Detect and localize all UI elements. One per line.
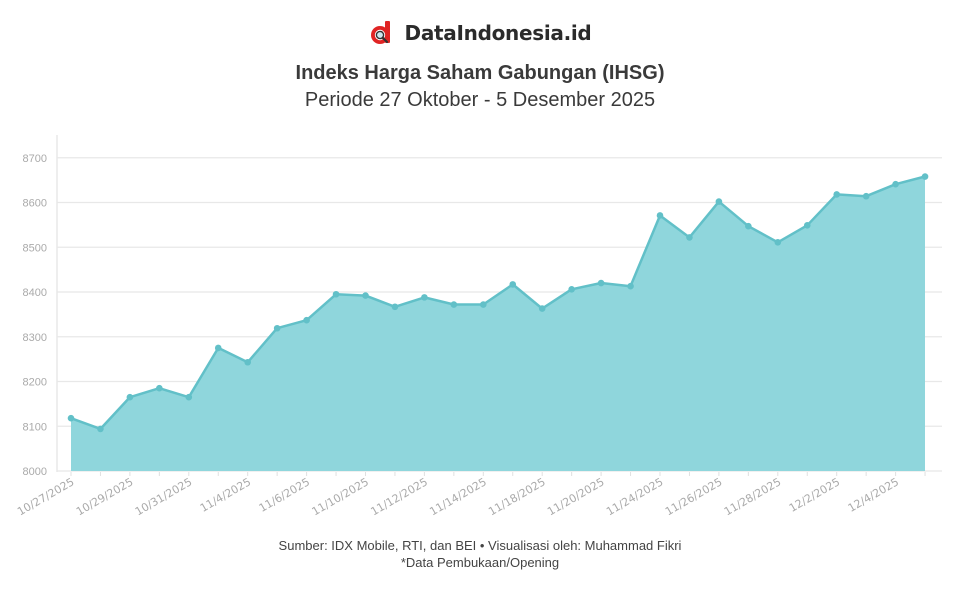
brand-name: DataIndonesia.id bbox=[404, 21, 592, 45]
data-point[interactable] bbox=[597, 279, 605, 287]
data-point[interactable] bbox=[126, 393, 134, 401]
area-fill bbox=[71, 176, 925, 471]
data-point[interactable] bbox=[892, 180, 899, 188]
x-tick-label: 11/20/2025 bbox=[545, 475, 606, 518]
data-point[interactable] bbox=[921, 173, 929, 180]
y-tick-label: 8400 bbox=[23, 287, 47, 299]
data-point[interactable] bbox=[745, 222, 752, 230]
x-tick-label: 11/4/2025 bbox=[198, 475, 253, 514]
data-point[interactable] bbox=[568, 286, 575, 293]
data-point[interactable] bbox=[803, 222, 811, 229]
data-point[interactable] bbox=[509, 281, 517, 288]
d-magnifier-logo-icon bbox=[370, 21, 390, 44]
data-note: *Data Pembukaan/Opening bbox=[400, 555, 560, 570]
y-axis-ticks: 8000 8100 8200 8300 8400 8500 8600 8700 bbox=[23, 153, 47, 478]
data-point[interactable] bbox=[538, 305, 546, 312]
data-point[interactable] bbox=[421, 294, 428, 301]
x-tick-label: 11/24/2025 bbox=[604, 475, 665, 518]
series-line bbox=[70, 175, 926, 431]
x-tick-label: 11/26/2025 bbox=[663, 475, 724, 518]
brand-header: DataIndonesia.id bbox=[0, 20, 960, 46]
x-tick-label: 10/29/2025 bbox=[74, 475, 135, 518]
data-point[interactable] bbox=[862, 192, 870, 200]
data-point[interactable] bbox=[214, 344, 222, 352]
y-tick-label: 8700 bbox=[23, 153, 47, 165]
data-point[interactable] bbox=[656, 212, 664, 219]
data-point[interactable] bbox=[362, 292, 369, 299]
data-point[interactable] bbox=[715, 198, 723, 205]
data-point[interactable] bbox=[273, 324, 281, 332]
x-tick-label: 12/4/2025 bbox=[846, 475, 901, 514]
x-tick-label: 10/31/2025 bbox=[133, 475, 194, 518]
data-point[interactable] bbox=[332, 290, 340, 298]
data-point[interactable] bbox=[480, 301, 487, 308]
x-tick-label: 12/2/2025 bbox=[787, 475, 842, 514]
x-tick-label: 11/18/2025 bbox=[486, 475, 547, 518]
data-point[interactable] bbox=[774, 239, 782, 246]
x-tick-label: 11/6/2025 bbox=[257, 475, 312, 514]
y-tick-label: 8500 bbox=[23, 242, 47, 254]
y-tick-label: 8200 bbox=[23, 377, 47, 389]
data-point[interactable] bbox=[686, 234, 693, 241]
data-point[interactable] bbox=[450, 301, 458, 308]
chart-title: Indeks Harga Saham Gabungan (IHSG) bbox=[295, 62, 665, 84]
y-tick-label: 8000 bbox=[23, 466, 47, 478]
data-point[interactable] bbox=[303, 316, 310, 324]
data-point[interactable] bbox=[244, 358, 251, 366]
y-tick-label: 8100 bbox=[23, 421, 47, 433]
x-tick-label: 10/27/2025 bbox=[15, 475, 76, 518]
chart-subtitle: Periode 27 Oktober - 5 Desember 2025 bbox=[304, 89, 656, 111]
data-point[interactable] bbox=[67, 414, 75, 422]
data-point[interactable] bbox=[97, 425, 104, 433]
x-tick-label: 11/14/2025 bbox=[427, 475, 488, 518]
data-point[interactable] bbox=[391, 303, 399, 311]
y-tick-label: 8300 bbox=[23, 332, 47, 344]
x-tick-label: 11/10/2025 bbox=[310, 475, 371, 518]
data-point[interactable] bbox=[156, 384, 163, 392]
data-point[interactable] bbox=[627, 282, 634, 290]
x-tick-label: 11/28/2025 bbox=[722, 475, 783, 518]
data-point[interactable] bbox=[185, 393, 193, 401]
data-point[interactable] bbox=[833, 191, 840, 198]
source-note: Sumber: IDX Mobile, RTI, dan BEI • Visua… bbox=[278, 538, 682, 553]
data-points bbox=[67, 173, 929, 433]
y-tick-label: 8600 bbox=[23, 198, 47, 210]
x-tick-label: 11/12/2025 bbox=[368, 475, 429, 518]
chart-footer: Sumber: IDX Mobile, RTI, dan BEI • Visua… bbox=[0, 537, 960, 571]
